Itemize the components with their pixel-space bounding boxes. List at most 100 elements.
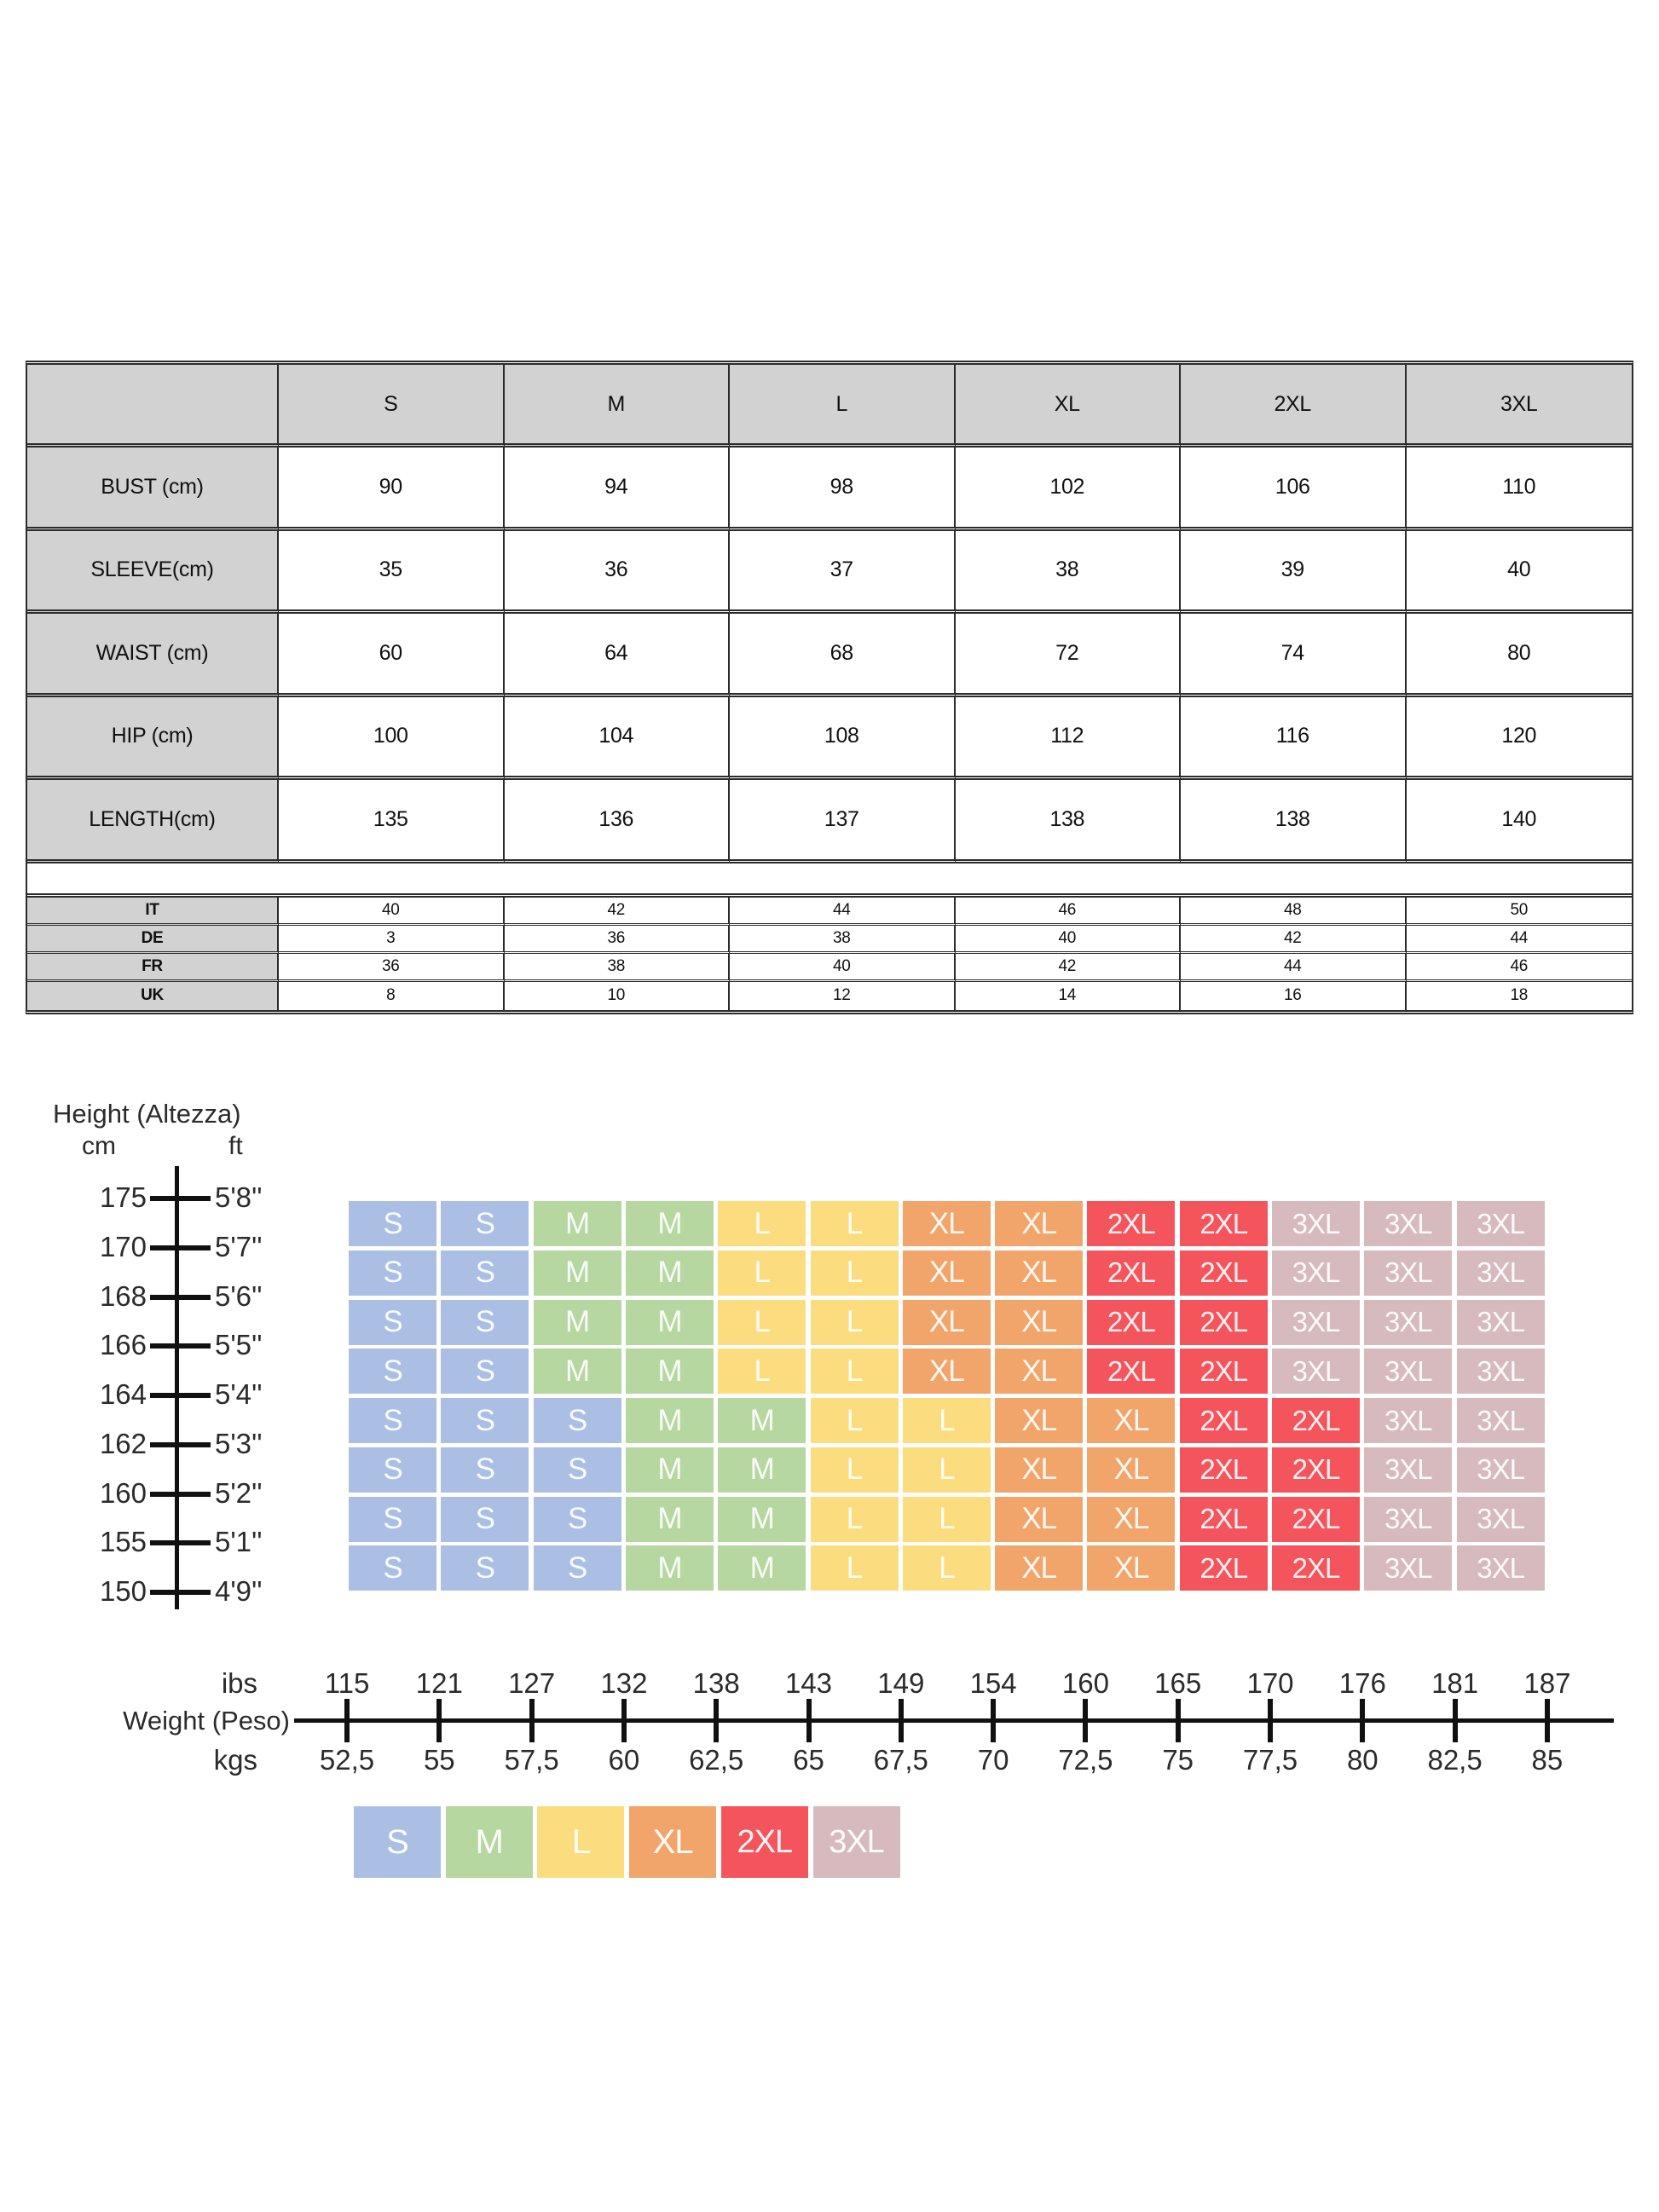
weight-axis-unit-kgs: kgs xyxy=(213,1744,257,1776)
intl-value-cell: 44 xyxy=(730,897,956,926)
size-grid-cell: 3XL xyxy=(1456,1349,1545,1395)
weight-tick xyxy=(1544,1699,1550,1742)
height-tick xyxy=(150,1294,211,1300)
size-grid-cell: 3XL xyxy=(1456,1496,1545,1542)
intl-value-cell: 40 xyxy=(279,897,505,926)
height-tick-label-ft: 5'3'' xyxy=(215,1427,263,1459)
value-cell: 112 xyxy=(955,696,1181,780)
size-grid-cell: 3XL xyxy=(1364,1250,1453,1296)
size-grid-cell: S xyxy=(349,1250,436,1296)
height-tick-label-cm: 155 xyxy=(99,1526,147,1558)
height-tick-label-ft: 5'1'' xyxy=(215,1526,263,1558)
weight-tick-label-kgs: 52,5 xyxy=(319,1744,375,1776)
weight-tick-label-kgs: 55 xyxy=(423,1744,455,1776)
value-cell: 40 xyxy=(1406,530,1632,614)
size-grid-cell: 3XL xyxy=(1272,1250,1360,1296)
intl-value-cell: 42 xyxy=(1181,925,1407,954)
size-grid-cell: L xyxy=(718,1201,806,1246)
legend-cell: M xyxy=(445,1806,533,1878)
size-grid-cell: S xyxy=(441,1299,529,1345)
value-cell: 90 xyxy=(279,448,505,531)
value-cell: 136 xyxy=(504,780,730,863)
weight-tick xyxy=(714,1699,720,1742)
height-tick-label-ft: 5'5'' xyxy=(215,1329,263,1361)
size-grid-cell: XL xyxy=(902,1250,991,1296)
value-cell: 138 xyxy=(1181,780,1407,863)
weight-tick-label-lbs: 154 xyxy=(969,1667,1017,1699)
weight-tick-label-kgs: 77,5 xyxy=(1242,1744,1298,1776)
size-grid-cell: 3XL xyxy=(1456,1545,1545,1591)
size-grid-cell: M xyxy=(625,1496,714,1542)
intl-value-cell: 46 xyxy=(955,897,1181,926)
value-cell: 64 xyxy=(504,614,730,697)
value-cell: 80 xyxy=(1406,614,1632,697)
size-grid-cell: XL xyxy=(995,1299,1084,1345)
size-grid-cell: 2XL xyxy=(1087,1349,1176,1395)
size-table-header-cell: 3XL xyxy=(1406,365,1632,448)
legend-cell: S xyxy=(354,1806,441,1878)
weight-tick-label-kgs: 82,5 xyxy=(1427,1744,1483,1776)
size-grid-cell: 2XL xyxy=(1272,1447,1360,1493)
weight-tick-label-lbs: 121 xyxy=(415,1667,463,1699)
size-grid-cell: 3XL xyxy=(1364,1349,1453,1395)
value-cell: 140 xyxy=(1406,780,1632,863)
height-tick-label-ft: 5'4'' xyxy=(215,1378,263,1410)
size-grid-cell: M xyxy=(718,1496,806,1542)
value-cell: 138 xyxy=(955,780,1181,863)
size-grid-cell: XL xyxy=(995,1349,1084,1395)
intl-value-cell: 38 xyxy=(730,925,956,954)
height-tick-label-cm: 170 xyxy=(99,1230,147,1262)
weight-tick xyxy=(806,1699,812,1742)
weight-tick-label-lbs: 170 xyxy=(1246,1667,1294,1699)
value-cell: 36 xyxy=(504,530,730,614)
value-cell: 37 xyxy=(730,530,956,614)
height-tick xyxy=(150,1441,211,1447)
height-tick-label-cm: 166 xyxy=(99,1329,147,1361)
size-grid-cell: 3XL xyxy=(1364,1299,1453,1345)
size-grid-cell: XL xyxy=(1087,1447,1176,1493)
size-grid-cell: L xyxy=(718,1349,806,1395)
size-grid-cell: M xyxy=(625,1398,714,1443)
size-grid-cell: XL xyxy=(995,1447,1084,1493)
size-grid-cell: L xyxy=(718,1250,806,1296)
size-grid-cell: 3XL xyxy=(1456,1447,1545,1493)
weight-tick-label-lbs: 149 xyxy=(877,1667,925,1699)
size-grid-cell: XL xyxy=(995,1250,1084,1296)
legend-cell: 2XL xyxy=(720,1806,808,1878)
row-label-cell: LENGTH(cm) xyxy=(27,780,279,863)
intl-value-cell: 12 xyxy=(730,981,956,1010)
size-grid-cell: M xyxy=(533,1250,621,1296)
weight-tick xyxy=(1360,1699,1366,1742)
size-grid-cell: XL xyxy=(902,1349,991,1395)
size-grid-cell: 3XL xyxy=(1272,1349,1360,1395)
height-axis-line xyxy=(175,1166,179,1609)
size-grid-cell: M xyxy=(625,1349,714,1395)
intl-value-cell: 36 xyxy=(279,953,505,982)
size-grid-cell: L xyxy=(810,1545,899,1591)
weight-tick-label-lbs: 187 xyxy=(1523,1667,1571,1699)
size-grid-cell: XL xyxy=(1087,1545,1176,1591)
size-grid-cell: 2XL xyxy=(1179,1545,1268,1591)
size-grid-cell: 2XL xyxy=(1179,1496,1268,1542)
intl-row-label-cell: IT xyxy=(27,897,279,926)
value-cell: 94 xyxy=(504,448,730,531)
height-tick-label-ft: 4'9'' xyxy=(215,1575,263,1607)
weight-tick xyxy=(1452,1699,1458,1742)
weight-tick-label-lbs: 181 xyxy=(1431,1667,1479,1699)
value-cell: 106 xyxy=(1181,448,1407,531)
size-grid-cell: M xyxy=(625,1299,714,1345)
weight-tick xyxy=(898,1699,904,1742)
size-grid-cell: S xyxy=(349,1496,436,1542)
legend-cell: L xyxy=(537,1806,625,1878)
size-grid-cell: 3XL xyxy=(1364,1545,1453,1591)
height-tick-label-ft: 5'2'' xyxy=(215,1476,263,1509)
size-table-header-cell: 2XL xyxy=(1181,365,1407,448)
size-grid-cell: 3XL xyxy=(1456,1398,1545,1443)
intl-value-cell: 48 xyxy=(1181,897,1407,926)
intl-row-label-cell: DE xyxy=(27,925,279,954)
size-grid-cell: XL xyxy=(995,1398,1084,1443)
size-grid-cell: S xyxy=(441,1201,529,1246)
intl-value-cell: 46 xyxy=(1406,953,1632,982)
size-grid-cell: S xyxy=(441,1398,529,1443)
